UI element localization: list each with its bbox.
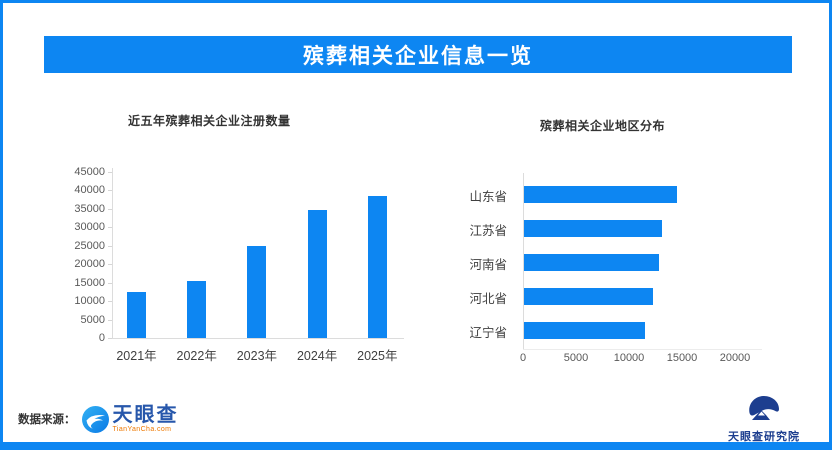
y-axis-tick-label: 40000: [74, 184, 105, 196]
title-banner: 殡葬相关企业信息一览: [44, 36, 792, 73]
bar: [524, 219, 662, 237]
bar: [524, 185, 677, 203]
region-chart-title: 殡葬相关企业地区分布: [540, 119, 666, 133]
y-axis-tickmark: [108, 301, 112, 302]
y-axis-tick-label: 0: [98, 332, 105, 344]
bottom-accent-bar: [0, 442, 832, 450]
x-axis-tick-label: 15000: [666, 352, 698, 364]
y-axis-tickmark: [108, 338, 112, 339]
y-axis-tick-label: 35000: [74, 202, 105, 215]
bar: [367, 195, 387, 338]
x-axis-tick-label: 0: [519, 352, 527, 364]
x-axis-category-label: 2025年: [357, 349, 398, 363]
page-title: 殡葬相关企业信息一览: [303, 44, 533, 68]
y-axis-tickmark: [108, 319, 112, 321]
x-axis-category-label: 2021年: [116, 349, 157, 363]
research-institute-text: 天眼查研究院: [728, 431, 800, 443]
bar: [127, 291, 146, 338]
research-institute-logo: 天眼查研究院: [726, 396, 802, 444]
y-axis-tickmark: [108, 208, 112, 210]
left-chart-x-axis-line: [112, 338, 404, 339]
bar: [307, 210, 327, 338]
bar: [524, 287, 654, 305]
registrations-chart-title: 近五年殡葬相关企业注册数量: [128, 114, 291, 128]
y-axis-tickmark: [108, 171, 112, 173]
y-axis-category-label: 辽宁省: [469, 326, 507, 340]
y-axis-tick-label: 45000: [74, 165, 105, 178]
y-axis-tickmark: [108, 245, 112, 247]
x-axis-tick-label: 20000: [719, 352, 751, 364]
tianyancha-wordmark: 天眼查 TianYanCha.com: [113, 405, 179, 433]
y-axis-tickmark: [108, 190, 112, 191]
research-institute-icon: [749, 396, 779, 422]
x-axis-tick-label: 5000: [563, 352, 589, 364]
bar: [524, 321, 645, 339]
y-axis-tick-label: 30000: [74, 221, 105, 233]
tianyancha-eye-icon: [81, 405, 109, 433]
tianyancha-logo: 天眼查 TianYanCha.com: [81, 405, 179, 433]
y-axis-category-label: 山东省: [469, 190, 507, 204]
bar: [187, 280, 207, 338]
y-axis-category-label: 河北省: [469, 292, 507, 306]
x-axis-category-label: 2023年: [236, 349, 278, 363]
y-axis-tickmark: [108, 282, 112, 284]
y-axis-category-label: 河南省: [469, 258, 507, 272]
tianyancha-name-text: 天眼查: [112, 404, 179, 426]
y-axis-tick-label: 5000: [80, 313, 105, 326]
y-axis-tick-label: 20000: [74, 258, 105, 270]
y-axis-tick-label: 25000: [74, 239, 105, 252]
y-axis-tick-label: 15000: [74, 276, 105, 289]
right-chart-y-axis-line: [523, 173, 524, 350]
left-chart-y-axis-line: [112, 168, 113, 339]
y-axis-category-label: 江苏省: [469, 224, 507, 238]
y-axis-tickmark: [108, 264, 112, 265]
bar: [524, 253, 659, 271]
bar: [247, 245, 267, 338]
data-source-label: 数据来源：: [18, 414, 76, 426]
tianyancha-domain-text: TianYanCha.com: [112, 426, 172, 433]
x-axis-tick-label: 10000: [613, 352, 645, 364]
y-axis-tick-label: 10000: [74, 295, 105, 307]
right-chart-x-axis-line: [523, 349, 762, 350]
data-source: 数据来源： 天眼查 TianYanCha.com: [18, 402, 179, 436]
y-axis-tickmark: [108, 227, 112, 228]
x-axis-category-label: 2024年: [296, 349, 338, 363]
x-axis-category-label: 2022年: [176, 349, 217, 363]
